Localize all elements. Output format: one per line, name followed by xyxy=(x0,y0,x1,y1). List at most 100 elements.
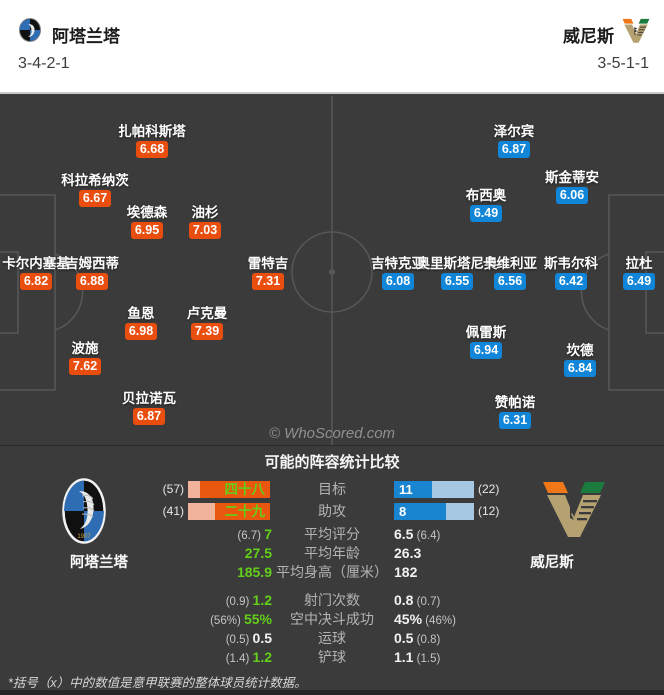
player-rating-badge: 6.98 xyxy=(124,323,158,340)
player-rating-badge: 6.49 xyxy=(622,273,656,290)
away-stat-cell: 0.5 (0.8) xyxy=(394,629,604,650)
away-team-logo[interactable] xyxy=(620,18,652,49)
player-away-6[interactable]: 卡维利亚 6.56 xyxy=(450,256,570,290)
match-header: 阿塔兰塔 3-4-2-1 威尼斯 3-5-1-1 xyxy=(0,0,664,94)
player-away-11[interactable]: 赞帕诺 6.31 xyxy=(455,395,575,429)
player-away-7[interactable]: 斯韦尔科 6.42 xyxy=(511,256,631,290)
player-away-1[interactable]: 泽尔宾 6.87 xyxy=(454,124,574,158)
player-name: 布西奥 xyxy=(465,188,507,203)
player-home-7[interactable]: 雷特吉 7.31 xyxy=(208,256,328,290)
player-away-2[interactable]: 斯金蒂安 6.06 xyxy=(512,170,632,204)
stat-row-平均评分: (6.7) 7 平均评分 6.5 (6.4) xyxy=(0,525,664,544)
home-team-logo[interactable] xyxy=(18,18,42,47)
player-rating-badge: 6.55 xyxy=(440,273,474,290)
away-stat-cell: 6.5 (6.4) xyxy=(394,525,604,546)
stat-row-运球: (0.5) 0.5 运球 0.5 (0.8) xyxy=(0,629,664,648)
player-rating-badge: 6.56 xyxy=(493,273,527,290)
away-team-name[interactable]: 威尼斯 xyxy=(563,27,614,46)
away-stat-value: 1.1 xyxy=(394,649,414,665)
away-stat-cell: 26.3 xyxy=(394,544,604,563)
player-name: 鱼恩 xyxy=(127,306,155,321)
player-name: 泽尔宾 xyxy=(493,124,535,139)
player-away-5[interactable]: 奥里斯塔尼奥 6.55 xyxy=(397,256,517,290)
player-home-6[interactable]: 吉姆西蒂 6.88 xyxy=(32,256,152,290)
watermark: © WhoScored.com xyxy=(268,425,396,442)
away-league-value: (1.5) xyxy=(413,653,441,665)
player-home-4[interactable]: 油杉 7.03 xyxy=(145,205,265,239)
player-home-2[interactable]: 科拉希纳茨 6.67 xyxy=(35,173,155,207)
player-home-3[interactable]: 埃德森 6.95 xyxy=(87,205,207,239)
footnote: *括号（x）中的数值是意甲联赛的整体球员统计数据。 xyxy=(8,676,307,690)
player-name: 科拉希纳茨 xyxy=(61,173,129,188)
away-stat-cell: 1.1 (1.5) xyxy=(394,648,604,669)
player-rating-badge: 6.88 xyxy=(75,273,109,290)
away-stat-cell: 0.8 (0.7) xyxy=(394,591,604,612)
away-stat-value: 45% xyxy=(394,611,423,627)
home-stat-value: 0.5 xyxy=(252,630,272,646)
player-rating-badge: 7.62 xyxy=(68,358,102,375)
player-name: 卢克曼 xyxy=(186,306,228,321)
player-rating-badge: 7.03 xyxy=(188,222,222,239)
bar-row-助攻: (41) 二十九 助攻 8 (12) xyxy=(0,503,664,520)
player-name: 卡尔内塞基 xyxy=(2,256,70,271)
away-stat-value: 0.5 xyxy=(394,630,414,646)
player-rating-badge: 6.67 xyxy=(78,190,112,207)
player-home-10[interactable]: 波施 7.62 xyxy=(25,341,145,375)
bar-row-目标: (57) 四十八 目标 11 (22) xyxy=(0,481,664,498)
stat-row-铲球: (1.4) 1.2 铲球 1.1 (1.5) xyxy=(0,648,664,667)
player-rating-badge: 6.49 xyxy=(469,205,503,222)
home-team-name[interactable]: 阿塔兰塔 xyxy=(52,27,120,46)
player-home-8[interactable]: 鱼恩 6.98 xyxy=(81,306,201,340)
stat-row-平均年龄: 27.5 平均年龄 26.3 xyxy=(0,544,664,563)
away-bar-value: 11 xyxy=(394,481,433,498)
stat-label: 铲球 xyxy=(318,649,346,665)
player-name: 扎帕科斯塔 xyxy=(118,124,186,139)
player-away-10[interactable]: 坎德 6.84 xyxy=(520,343,640,377)
pitch-markings xyxy=(0,96,664,445)
player-rating-badge: 6.87 xyxy=(497,141,531,158)
player-away-8[interactable]: 拉杜 6.49 xyxy=(579,256,664,290)
stat-row-空中决斗成功: (56%) 55% 空中决斗成功 45% (46%) xyxy=(0,610,664,629)
home-bar-remainder xyxy=(188,481,201,498)
player-home-1[interactable]: 扎帕科斯塔 6.68 xyxy=(92,124,212,158)
away-formation: 3-5-1-1 xyxy=(597,55,649,72)
player-rating-badge: 6.06 xyxy=(555,187,589,204)
away-team-crest[interactable] xyxy=(541,480,607,545)
player-name: 卡维利亚 xyxy=(483,256,537,271)
player-away-4[interactable]: 吉特克亚 6.08 xyxy=(338,256,458,290)
away-bar-value: 8 xyxy=(394,503,446,520)
stats-title: 可能的阵容统计比较 xyxy=(264,454,400,471)
stat-row-平均身高（厘米）: 185.9 平均身高（厘米） 182 xyxy=(0,563,664,582)
player-rating-badge: 6.08 xyxy=(381,273,415,290)
home-stat-value: 185.9 xyxy=(236,564,272,580)
stat-label: 运球 xyxy=(318,630,346,646)
home-team-crest[interactable]: 1907 xyxy=(62,478,106,549)
home-formation: 3-4-2-1 xyxy=(18,55,70,72)
svg-text:1907: 1907 xyxy=(77,534,91,540)
home-stat-cell: 27.5 xyxy=(0,544,272,563)
player-name: 吉特克亚 xyxy=(371,256,425,271)
home-league-value: (0.9) xyxy=(225,596,253,608)
player-name: 赞帕诺 xyxy=(494,395,536,410)
home-stat-value: 7 xyxy=(264,526,272,542)
player-rating-badge: 6.31 xyxy=(498,412,532,429)
player-away-3[interactable]: 布西奥 6.49 xyxy=(426,188,546,222)
away-bar: 11 xyxy=(394,481,474,498)
home-bar: 二十九 xyxy=(188,503,270,520)
player-away-9[interactable]: 佩雷斯 6.94 xyxy=(426,325,546,359)
away-bar-remainder xyxy=(432,481,474,498)
away-stat-cell: 45% (46%) xyxy=(394,610,604,631)
player-home-5[interactable]: 卡尔内塞基 6.82 xyxy=(0,256,96,290)
away-team-label[interactable]: 威尼斯 xyxy=(530,555,574,571)
home-league-value: (57) xyxy=(162,482,184,496)
player-home-11[interactable]: 贝拉诺瓦 6.87 xyxy=(89,391,209,425)
stat-row-射门次数: (0.9) 1.2 射门次数 0.8 (0.7) xyxy=(0,591,664,610)
player-name: 油杉 xyxy=(191,205,219,220)
home-bar-remainder xyxy=(188,503,216,520)
player-name: 拉杜 xyxy=(625,256,653,271)
home-team-label[interactable]: 阿塔兰塔 xyxy=(70,555,128,571)
player-home-9[interactable]: 卢克曼 7.39 xyxy=(147,306,267,340)
player-rating-badge: 6.68 xyxy=(135,141,169,158)
home-bar: 四十八 xyxy=(188,481,270,498)
